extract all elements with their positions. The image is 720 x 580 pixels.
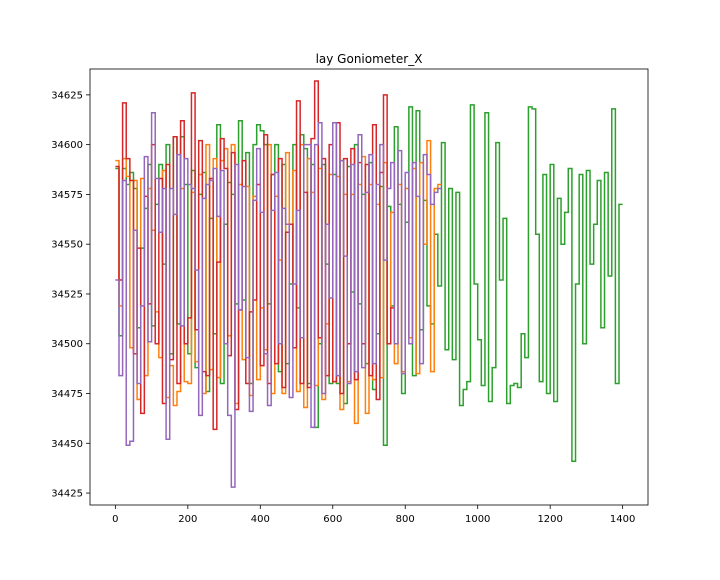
x-tick-label: 800: [396, 514, 415, 525]
y-tick-label: 34625: [51, 90, 83, 101]
y-tick-label: 34525: [51, 289, 83, 300]
x-tick-label: 0: [112, 514, 118, 525]
series-line-3: [115, 80, 395, 431]
y-tick-label: 34475: [51, 389, 83, 400]
series-layer: [115, 80, 623, 488]
chart-title: lay Goniometer_X: [316, 52, 423, 66]
x-tick-label: 400: [251, 514, 270, 525]
x-tick-label: 1000: [465, 514, 490, 525]
y-tick-label: 34575: [51, 190, 83, 201]
y-tick-label: 34500: [51, 339, 83, 350]
x-tick-label: 600: [323, 514, 342, 525]
plot-frame: [89, 68, 649, 506]
y-tick-label: 34550: [51, 240, 83, 251]
y-tick-label: 34425: [51, 489, 83, 500]
x-tick-label: 1400: [610, 514, 635, 525]
x-tick-label: 200: [178, 514, 197, 525]
y-tick-label: 34600: [51, 140, 83, 151]
axes-layer: 0 200 400 600 800 1000 1200 1400 34425 34450 34475…: [51, 90, 635, 525]
series-line-4: [115, 112, 442, 488]
y-tick-label: 34450: [51, 439, 83, 450]
x-tick-label: 1200: [537, 514, 562, 525]
